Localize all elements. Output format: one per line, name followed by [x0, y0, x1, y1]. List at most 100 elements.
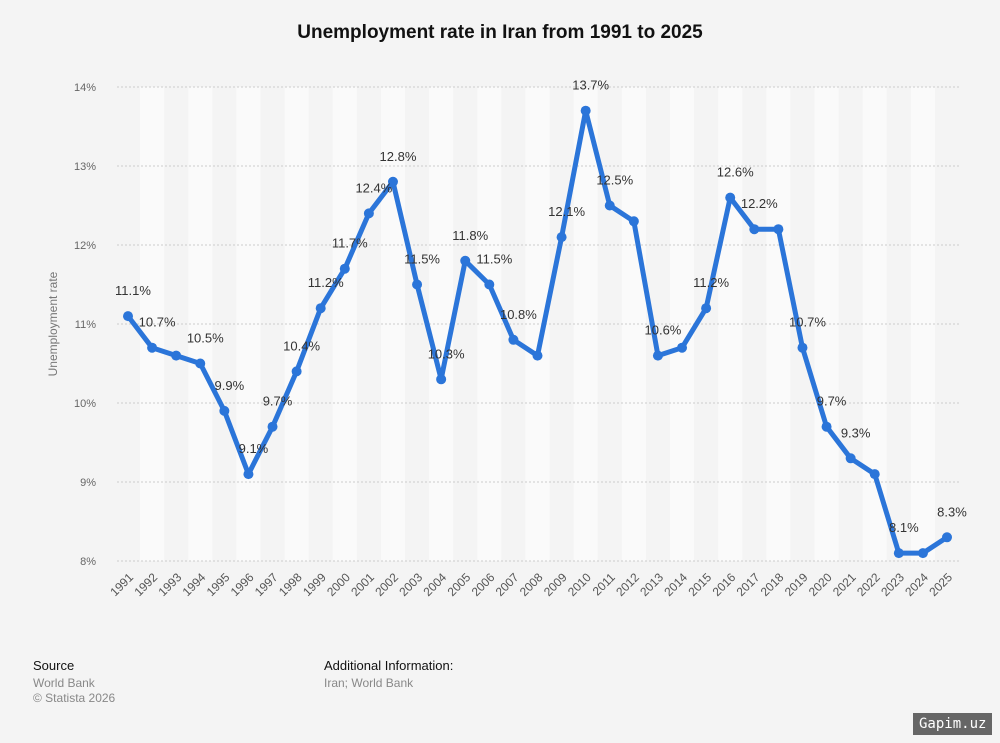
x-tick-label: 2021: [830, 570, 859, 599]
data-label: 13.7%: [572, 78, 609, 93]
data-point: [917, 548, 928, 559]
data-point: [267, 421, 278, 432]
data-point: [580, 105, 591, 116]
x-tick-label: 2002: [372, 570, 401, 599]
column-band: [284, 87, 309, 561]
data-point: [460, 255, 471, 266]
y-tick-label: 10%: [74, 398, 96, 410]
x-tick-label: 1993: [156, 570, 185, 599]
data-label: 9.7%: [817, 394, 847, 409]
data-point: [484, 279, 495, 290]
data-point: [123, 311, 133, 322]
x-tick-label: 2014: [661, 570, 690, 599]
x-tick-label: 1994: [180, 570, 209, 599]
x-tick-label: 2022: [854, 570, 883, 599]
data-point: [628, 216, 639, 227]
data-point: [219, 405, 230, 416]
x-tick-label: 1995: [204, 570, 233, 599]
data-point: [195, 358, 206, 369]
column-band: [188, 87, 213, 561]
source-link[interactable]: World Bank: [33, 676, 95, 690]
data-point: [677, 342, 688, 353]
data-point: [869, 469, 880, 480]
y-tick-label: 8%: [80, 556, 96, 568]
data-point: [508, 334, 519, 345]
x-tick-label: 1998: [276, 570, 305, 599]
data-label: 9.9%: [215, 378, 245, 393]
data-point: [171, 350, 182, 361]
data-label: 10.5%: [187, 331, 224, 346]
data-label: 11.7%: [332, 236, 368, 251]
x-tick-label: 2008: [517, 570, 546, 599]
x-tick-label: 2001: [348, 570, 377, 599]
data-point: [291, 366, 302, 377]
data-label: 10.7%: [139, 315, 176, 330]
data-label: 12.1%: [548, 204, 585, 219]
data-label: 9.7%: [263, 394, 293, 409]
x-tick-label: 2012: [613, 570, 642, 599]
x-tick-label: 2025: [926, 570, 955, 599]
x-tick-label: 2016: [710, 570, 739, 599]
data-point: [387, 176, 398, 187]
data-label: 9.1%: [239, 441, 269, 456]
data-point: [652, 350, 663, 361]
x-tick-label: 2005: [445, 570, 474, 599]
chart-title: Unemployment rate in Iran from 1991 to 2…: [297, 22, 703, 43]
data-label: 12.4%: [355, 180, 392, 195]
column-band: [332, 87, 357, 561]
data-point: [147, 342, 158, 353]
y-tick-label: 12%: [74, 240, 96, 252]
x-tick-label: 1999: [300, 570, 329, 599]
data-point: [436, 374, 447, 385]
x-tick-label: 2000: [324, 570, 353, 599]
data-point: [315, 303, 326, 314]
data-label: 10.8%: [500, 307, 537, 322]
data-point: [604, 200, 615, 211]
data-label: 11.2%: [693, 275, 729, 290]
data-label: 8.3%: [937, 504, 967, 519]
x-tick-label: 1997: [252, 570, 281, 599]
data-label: 10.6%: [645, 323, 682, 338]
data-point: [701, 303, 712, 314]
data-point: [412, 279, 423, 290]
x-tick-label: 2023: [878, 570, 907, 599]
y-tick-label: 13%: [74, 161, 96, 173]
x-tick-label: 2004: [420, 570, 449, 599]
data-label: 12.5%: [596, 173, 633, 188]
source-heading: Source: [33, 658, 75, 673]
data-label: 11.5%: [404, 252, 440, 267]
column-band: [236, 87, 261, 561]
data-label: 11.8%: [452, 228, 488, 243]
data-label: 10.7%: [789, 315, 826, 330]
x-tick-label: 2017: [734, 570, 763, 599]
x-tick-label: 2011: [590, 570, 618, 598]
additional-info: Iran; World Bank: [324, 676, 414, 690]
data-point: [749, 224, 760, 235]
line-chart: 8%9%10%11%12%13%14%199119921993199419951…: [46, 78, 967, 599]
data-point: [339, 263, 350, 274]
data-label: 8.1%: [889, 520, 919, 535]
y-axis-label: Unemployment rate: [46, 271, 60, 376]
x-tick-label: 2009: [541, 570, 570, 599]
x-tick-label: 2006: [469, 570, 498, 599]
data-point: [797, 342, 808, 353]
x-tick-label: 2003: [396, 570, 425, 599]
x-tick-label: 1992: [131, 570, 160, 599]
additional-info-heading: Additional Information:: [324, 658, 454, 673]
data-point: [821, 421, 832, 432]
x-tick-label: 2013: [637, 570, 666, 599]
x-tick-label: 2010: [565, 570, 594, 599]
data-point: [556, 232, 567, 243]
data-point: [363, 208, 374, 219]
copyright: © Statista 2026: [33, 691, 116, 705]
data-label: 12.6%: [717, 165, 754, 180]
column-band: [140, 87, 165, 561]
y-tick-label: 11%: [75, 319, 96, 331]
data-point: [532, 350, 543, 361]
y-tick-label: 9%: [80, 477, 96, 489]
data-label: 12.8%: [380, 149, 417, 164]
x-tick-label: 1996: [228, 570, 257, 599]
data-label: 10.4%: [283, 338, 320, 353]
watermark: Gapim.uz: [913, 713, 993, 735]
x-tick-label: 2007: [493, 570, 522, 599]
